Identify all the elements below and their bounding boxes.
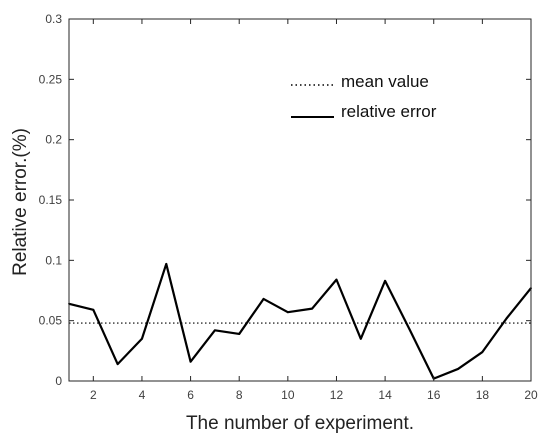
data-point	[481, 351, 484, 353]
x-axis-ticks: 2 4 6 8 10 12 14 16 18 20	[90, 19, 538, 402]
data-point	[335, 278, 338, 281]
y-axis-title: Relative error.(%)	[10, 128, 31, 276]
x-tick-label: 12	[330, 388, 344, 402]
data-point	[505, 317, 508, 320]
data-point	[92, 308, 95, 311]
y-axis-ticks: 0 0.05 0.1 0.15 0.2 0.25 0.3	[39, 12, 531, 388]
data-point	[262, 298, 265, 300]
x-tick-label: 4	[139, 388, 146, 402]
x-tick-label: 6	[187, 388, 194, 402]
legend-label-relative-error: relative error	[341, 102, 437, 121]
data-point	[165, 263, 168, 265]
y-tick-label: 0.2	[45, 133, 62, 147]
data-point	[213, 329, 216, 332]
x-tick-label: 2	[90, 388, 97, 402]
x-tick-label: 14	[378, 388, 392, 402]
series-line-relative-error	[68, 262, 532, 380]
data-point	[359, 337, 362, 340]
series-layer	[68, 262, 532, 380]
data-point	[116, 363, 119, 366]
y-tick-label: 0.3	[45, 12, 62, 26]
y-tick-label: 0.15	[39, 193, 63, 207]
x-axis-title: The number of experiment.	[186, 413, 414, 434]
data-point	[286, 311, 289, 314]
y-tick-label: 0	[55, 374, 62, 388]
data-point	[189, 360, 192, 363]
data-point	[384, 279, 387, 282]
data-point	[141, 337, 143, 340]
y-tick-label: 0.25	[39, 72, 63, 86]
data-point	[457, 368, 459, 370]
x-tick-label: 8	[236, 388, 243, 402]
x-tick-label: 10	[281, 388, 295, 402]
plot-area	[69, 19, 531, 381]
x-tick-label: 18	[476, 388, 490, 402]
data-point	[238, 333, 241, 335]
y-tick-label: 0.1	[45, 253, 62, 267]
legend-label-mean-value: mean value	[341, 72, 429, 91]
y-tick-label: 0.05	[39, 314, 63, 328]
legend: mean value relative error	[291, 72, 437, 121]
x-tick-label: 16	[427, 388, 441, 402]
data-point	[408, 328, 411, 331]
data-point	[311, 307, 314, 310]
x-tick-label: 20	[524, 388, 538, 402]
